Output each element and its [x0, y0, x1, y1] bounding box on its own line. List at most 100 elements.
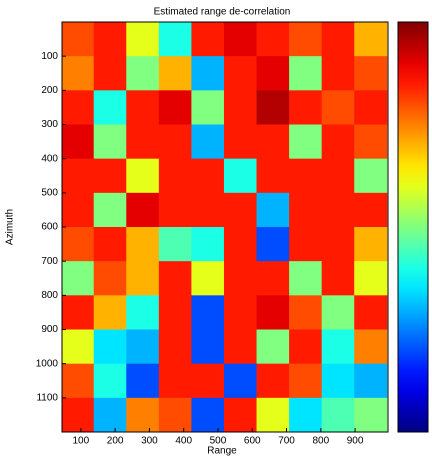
heatmap-cell — [322, 90, 355, 125]
heatmap-cell — [191, 125, 224, 160]
heatmap-cell — [289, 364, 322, 399]
heatmap-cell — [94, 22, 127, 57]
heatmap-cell — [126, 227, 159, 262]
heatmap-cell — [322, 330, 355, 365]
x-axis-label: Range — [207, 446, 237, 457]
heatmap-cell — [257, 22, 290, 57]
y-tick-label: 200 — [41, 85, 58, 96]
heatmap-cell — [191, 22, 224, 57]
heatmap-cell — [159, 364, 192, 399]
heatmap-cell — [354, 295, 387, 330]
heatmap-cell — [322, 56, 355, 91]
heatmap-cell — [224, 261, 257, 296]
heatmap-cell — [257, 330, 290, 365]
heatmap-cell — [126, 295, 159, 330]
heatmap-cell — [159, 227, 192, 262]
heatmap-cell — [224, 56, 257, 91]
heatmap-cell — [191, 295, 224, 330]
heatmap-cell — [354, 56, 387, 91]
heatmap-cell — [191, 193, 224, 228]
heatmap-cell — [94, 227, 127, 262]
heatmap-cell — [322, 398, 355, 433]
heatmap-cell — [126, 398, 159, 433]
heatmap-cell — [94, 295, 127, 330]
heatmap-cell — [257, 159, 290, 194]
chart: Estimated range de-correlation Range Azi… — [0, 0, 432, 458]
heatmap-cell — [224, 125, 257, 160]
y-tick-label: 100 — [41, 51, 58, 62]
heatmap-cell — [94, 193, 127, 228]
heatmap-cell — [159, 159, 192, 194]
heatmap-cell — [257, 398, 290, 433]
heatmap-cell — [126, 159, 159, 194]
heatmap-cell — [224, 227, 257, 262]
heatmap-cell — [94, 398, 127, 433]
heatmap-cell — [159, 90, 192, 125]
heatmap-cell — [224, 295, 257, 330]
heatmap-cell — [62, 159, 94, 194]
heatmap-cell — [62, 261, 94, 296]
heatmap-cell — [159, 261, 192, 296]
heatmap-cell — [257, 125, 290, 160]
heatmap-cell — [354, 227, 387, 262]
heatmap-cell — [191, 90, 224, 125]
x-tick-label: 700 — [278, 436, 295, 447]
heatmap-cell — [94, 125, 127, 160]
heatmap-cell — [191, 398, 224, 433]
heatmap-cell — [62, 398, 94, 433]
heatmap-cell — [62, 56, 94, 91]
y-tick-label: 600 — [41, 222, 58, 233]
colorbar — [398, 22, 428, 432]
heatmap-cell — [289, 159, 322, 194]
heatmap-cell — [289, 295, 322, 330]
heatmap-cell — [289, 398, 322, 433]
y-tick-label: 300 — [41, 119, 58, 130]
y-tick-label: 1100 — [36, 392, 58, 403]
heatmap-cell — [126, 261, 159, 296]
heatmap-cell — [354, 159, 387, 194]
heatmap-cell — [159, 295, 192, 330]
heatmap-cell — [257, 261, 290, 296]
chart-title: Estimated range de-correlation — [154, 7, 291, 18]
heatmap-cell — [159, 193, 192, 228]
heatmap-cell — [126, 22, 159, 57]
heatmap-cell — [126, 125, 159, 160]
y-tick-label: 800 — [41, 290, 58, 301]
heatmap-cell — [289, 125, 322, 160]
heatmap-cell — [191, 364, 224, 399]
heatmap-cell — [322, 227, 355, 262]
heatmap-cell — [322, 125, 355, 160]
heatmap-cell — [354, 193, 387, 228]
heatmap-cell — [191, 330, 224, 365]
heatmap-cell — [289, 261, 322, 296]
heatmap-cell — [322, 261, 355, 296]
heatmap-cell — [354, 398, 387, 433]
heatmap-cell — [126, 90, 159, 125]
heatmap-cells — [62, 22, 387, 433]
heatmap-cell — [289, 22, 322, 57]
heatmap-cell — [126, 56, 159, 91]
heatmap-cell — [224, 22, 257, 57]
heatmap-cell — [62, 364, 94, 399]
heatmap-cell — [126, 364, 159, 399]
heatmap-cell — [257, 56, 290, 91]
heatmap-cell — [224, 159, 257, 194]
heatmap-cell — [257, 295, 290, 330]
heatmap-cell — [257, 90, 290, 125]
x-tick-label: 400 — [175, 436, 192, 447]
heatmap-cell — [94, 56, 127, 91]
heatmap-cell — [191, 159, 224, 194]
y-tick-label: 900 — [41, 324, 58, 335]
heatmap-cell — [94, 261, 127, 296]
heatmap-cell — [224, 90, 257, 125]
heatmap-cell — [289, 193, 322, 228]
heatmap-cell — [354, 22, 387, 57]
heatmap-cell — [159, 22, 192, 57]
y-tick-label: 1000 — [36, 358, 59, 369]
heatmap-cell — [62, 330, 94, 365]
heatmap-cell — [354, 125, 387, 160]
heatmap-cell — [289, 56, 322, 91]
heatmap-cell — [322, 364, 355, 399]
heatmap-cell — [191, 227, 224, 262]
heatmap-cell — [354, 330, 387, 365]
